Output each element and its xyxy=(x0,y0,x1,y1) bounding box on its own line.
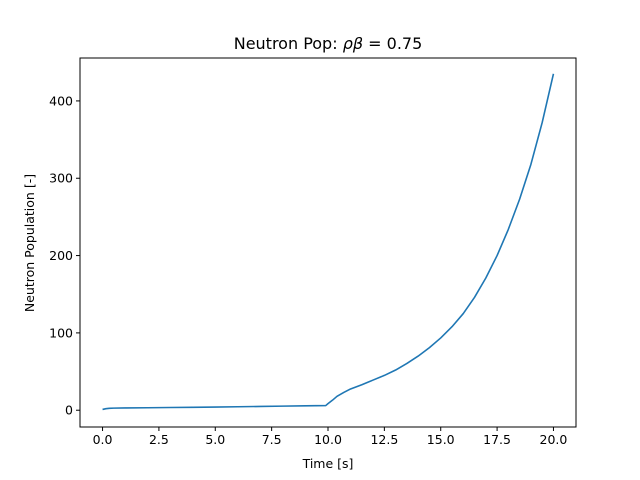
chart-title-value: = 0.75 xyxy=(363,34,422,53)
y-tick-label: 100 xyxy=(49,325,73,340)
y-tick-label: 400 xyxy=(49,93,73,108)
chart-title: Neutron Pop: ρβ = 0.75 xyxy=(234,34,423,53)
x-axis-ticks: 0.0 2.5 5.0 7.5 10.0 12.5 15.0 17.5 20.0 xyxy=(93,427,568,447)
series-layer xyxy=(102,73,555,411)
x-tick-label: 7.5 xyxy=(262,432,282,447)
y-axis-ticks: 0 100 200 300 400 xyxy=(49,93,80,418)
x-tick-label: 0.0 xyxy=(93,432,113,447)
x-tick-label: 15.0 xyxy=(427,432,455,447)
x-tick-label: 20.0 xyxy=(540,432,568,447)
chart-title-main: Neutron Pop: xyxy=(234,34,343,53)
y-tick-label: 200 xyxy=(49,248,73,263)
chart-title-symbol: ρβ xyxy=(343,34,363,53)
plot-frame xyxy=(79,57,577,428)
y-axis-label: Neutron Population [-] xyxy=(22,174,37,312)
x-tick-label: 5.0 xyxy=(205,432,225,447)
x-tick-label: 10.0 xyxy=(314,432,342,447)
x-tick-label: 12.5 xyxy=(370,432,398,447)
y-tick-label: 0 xyxy=(65,403,73,418)
y-tick-label: 300 xyxy=(49,171,73,186)
x-tick-label: 17.5 xyxy=(483,432,511,447)
x-tick-label: 2.5 xyxy=(149,432,169,447)
series-line xyxy=(102,73,555,411)
x-axis-label: Time [s] xyxy=(302,456,354,471)
